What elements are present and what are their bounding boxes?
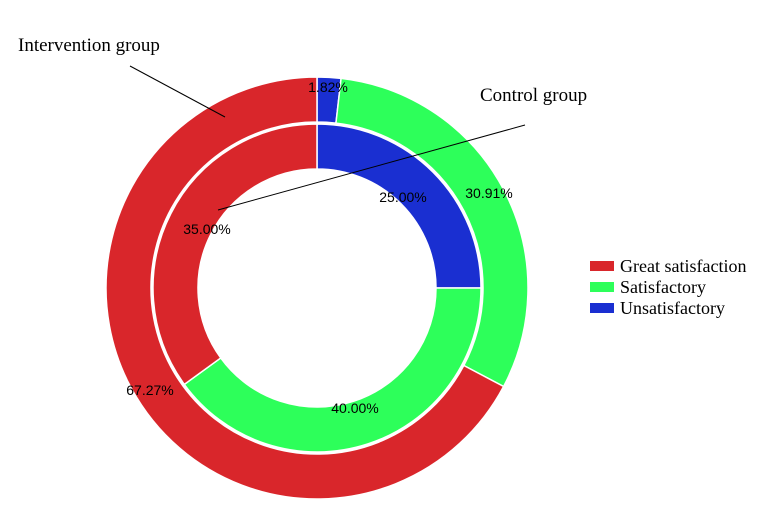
inner-ring-unsatisfactory-label: 25.00% [379, 189, 426, 205]
inner-ring-great-satisfaction-label: 35.00% [183, 221, 230, 237]
ring-separator [151, 122, 483, 454]
donut-rings [105, 76, 529, 500]
legend-swatch-satisfactory [590, 282, 614, 292]
legend-label-unsatisfactory: Unsatisfactory [620, 298, 725, 318]
inner-ring-great-satisfaction-slice [152, 123, 318, 386]
legend-label-great-satisfaction: Great satisfaction [620, 256, 746, 276]
outer-ring-satisfactory-label: 30.91% [465, 185, 512, 201]
intervention-pointer-line [129, 65, 226, 118]
annotation-pointers [129, 65, 526, 211]
legend-label-satisfactory: Satisfactory [620, 277, 706, 297]
legend-swatch-unsatisfactory [590, 303, 614, 313]
percentage-labels: 1.82% 30.91% 67.27% 25.00% 40.00% 35.00% [126, 79, 512, 416]
control-pointer-line [217, 124, 526, 211]
outer-ring-great-satisfaction-label: 67.27% [126, 382, 173, 398]
inner-ring-satisfactory-label: 40.00% [331, 400, 378, 416]
legend: Great satisfactionSatisfactoryUnsatisfac… [590, 256, 746, 318]
intervention-group-label: Intervention group [18, 35, 160, 56]
outer-ring-unsatisfactory-label: 1.82% [308, 79, 348, 95]
legend-swatch-great-satisfaction [590, 261, 614, 271]
control-group-label: Control group [480, 85, 587, 106]
